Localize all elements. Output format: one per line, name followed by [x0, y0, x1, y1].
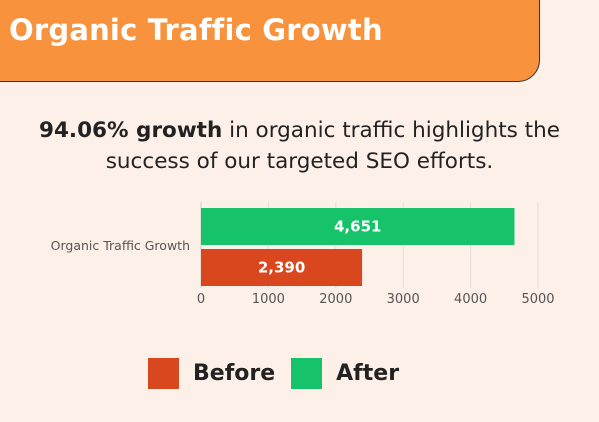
bar-before	[201, 249, 363, 286]
headline-highlight: 94.06% growth	[39, 118, 223, 143]
x-tick-label: 2000	[319, 292, 352, 307]
bar-chart: 0 1000 2000 3000 4000 5000 Organic Traffic Gro…	[51, 202, 555, 307]
page-title: Organic Traffic Growth	[9, 13, 383, 47]
title-banner: Organic Traffic Growth	[0, 0, 540, 82]
data-label-after: 4,651	[334, 218, 381, 236]
category-label: Organic Traffic Growth	[51, 238, 190, 253]
x-tick-label: 1000	[252, 292, 285, 307]
x-tick-label: 0	[197, 292, 205, 307]
legend-item-after: After	[291, 358, 399, 389]
legend-swatch-before	[148, 358, 179, 389]
x-tick-label: 3000	[387, 292, 420, 307]
data-label-before: 2,390	[258, 259, 305, 277]
x-tick-label: 5000	[521, 292, 554, 307]
x-tick-label: 4000	[454, 292, 487, 307]
legend-label-before: Before	[193, 361, 276, 386]
chart-legend: Before After	[148, 358, 415, 389]
headline: 94.06% growth in organic traffic highlig…	[0, 115, 599, 177]
legend-swatch-after	[291, 358, 323, 389]
headline-line-2: success of our targeted SEO efforts.	[105, 149, 494, 174]
legend-label-after: After	[336, 361, 400, 386]
legend-item-before: Before	[148, 358, 275, 389]
headline-line-1-text: in organic traffic highlights the	[222, 118, 560, 143]
bar-after	[201, 208, 515, 245]
headline-line-1: 94.06% growth in organic traffic highlig…	[0, 115, 599, 146]
